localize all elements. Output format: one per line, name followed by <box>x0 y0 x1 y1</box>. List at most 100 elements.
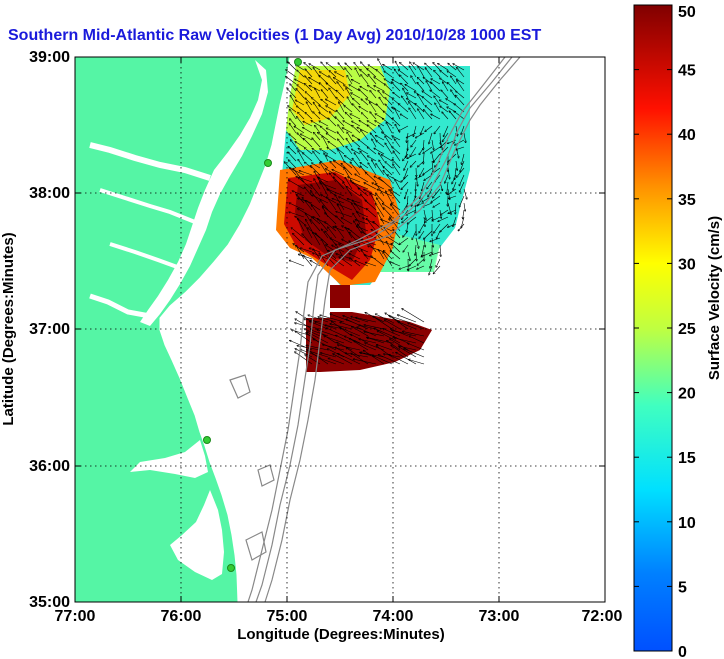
colorbar-tick-label: 25 <box>678 321 696 338</box>
velocity-arrow <box>339 197 353 204</box>
colorbar-tick-label: 35 <box>678 192 696 209</box>
velocity-arrow <box>297 106 305 113</box>
colorbar <box>633 4 673 652</box>
velocity-arrow <box>360 151 369 162</box>
velocity-arrow <box>378 250 385 260</box>
velocity-arrow <box>406 209 417 215</box>
isobath-outline-a <box>229 374 251 399</box>
velocity-arrow <box>396 352 417 365</box>
velocity-arrow <box>384 71 393 78</box>
velocity-arrow <box>436 230 441 239</box>
velocity-arrow <box>431 139 434 150</box>
velocity-arrow <box>313 232 321 246</box>
velocity-arrow <box>325 213 337 225</box>
velocity-arrow <box>289 260 305 267</box>
velocity-arrow <box>365 262 377 267</box>
colorbar-tick-label: 50 <box>678 4 696 21</box>
velocity-arrow <box>402 309 425 323</box>
velocity-arrow <box>361 99 369 106</box>
velocity-arrow <box>434 125 441 134</box>
velocity-arrow <box>425 63 433 71</box>
velocity-arrow <box>423 153 424 164</box>
velocity-arrow <box>391 205 401 218</box>
x-axis-label: Longitude (Degrees:Minutes) <box>237 626 445 643</box>
velocity-arrow <box>431 82 441 92</box>
velocity-arrow <box>441 90 449 99</box>
velocity-arrow <box>443 82 449 92</box>
velocity-arrow <box>352 80 361 85</box>
velocity-arrow <box>416 132 425 138</box>
velocity-arrow <box>314 171 321 183</box>
velocity-arrow <box>356 212 369 218</box>
velocity-arrow <box>409 102 417 113</box>
velocity-arrow <box>364 332 385 337</box>
velocity-arrow <box>295 142 305 148</box>
velocity-arrow <box>340 328 361 337</box>
velocity-arrow <box>328 358 345 365</box>
velocity-arrow <box>368 156 377 162</box>
velocity-arrow <box>394 139 401 148</box>
velocity-arrow <box>461 216 465 228</box>
radar-station-marker <box>203 436 211 444</box>
velocity-arrow <box>313 102 321 113</box>
velocity-arrow <box>395 338 417 344</box>
velocity-arrow <box>348 177 361 183</box>
velocity-arrow <box>315 126 321 134</box>
velocity-arrow <box>352 104 361 113</box>
velocity-arrow <box>403 331 425 337</box>
velocity-arrow <box>307 332 329 344</box>
velocity-arrow <box>398 322 417 330</box>
colorbar-tick-label: 40 <box>678 127 696 144</box>
velocity-arrow <box>375 314 393 323</box>
potomac-river <box>89 142 211 181</box>
velocity-arrow <box>398 104 409 113</box>
velocity-arrow <box>378 355 401 365</box>
velocity-arrow <box>319 113 329 120</box>
velocity-arrow <box>407 223 409 232</box>
velocity-arrow <box>338 125 345 134</box>
velocity-arrow <box>373 222 385 232</box>
velocity-arrow <box>376 240 393 246</box>
velocity-arrow <box>399 125 409 131</box>
velocity-arrow <box>418 160 425 167</box>
velocity-arrow <box>415 237 419 248</box>
velocity-arrow <box>433 265 441 274</box>
velocity-arrow <box>376 164 385 176</box>
velocity-arrow <box>425 68 433 78</box>
velocity-arrow <box>295 331 313 344</box>
velocity-arrow <box>374 86 385 92</box>
velocity-arrow <box>361 75 369 85</box>
velocity-arrow <box>377 331 401 344</box>
velocity-arrow <box>375 136 385 141</box>
velocity-arrow <box>434 70 441 78</box>
y-tick-label: 36:00 <box>29 458 70 475</box>
velocity-field-channel <box>330 285 350 308</box>
velocity-arrow <box>419 146 425 155</box>
velocity-arrow <box>338 354 361 365</box>
velocity-arrow <box>305 225 313 239</box>
velocity-arrow <box>310 220 321 232</box>
velocity-arrow <box>457 68 465 78</box>
velocity-arrow <box>358 139 369 148</box>
velocity-arrow <box>311 121 321 127</box>
velocity-arrow <box>352 125 361 134</box>
y-tick-label: 39:00 <box>29 49 70 66</box>
velocity-arrow <box>457 167 465 177</box>
velocity-arrow <box>339 102 345 113</box>
velocity-arrow <box>346 319 369 330</box>
velocity-arrow <box>455 160 457 170</box>
velocity-vectors <box>284 59 466 365</box>
velocity-arrow <box>321 99 329 106</box>
velocity-arrow <box>424 230 433 239</box>
velocity-arrow <box>433 63 441 71</box>
velocity-arrow <box>463 202 465 211</box>
velocity-arrow <box>401 174 409 182</box>
velocity-arrow <box>297 218 305 232</box>
velocity-arrow <box>424 174 433 180</box>
velocity-arrow <box>295 79 305 85</box>
velocity-arrow <box>357 226 369 232</box>
x-tick-label: 73:00 <box>479 608 520 625</box>
isobath-outline-c <box>245 531 267 561</box>
velocity-arrow <box>328 349 345 358</box>
velocity-arrow <box>383 92 393 99</box>
